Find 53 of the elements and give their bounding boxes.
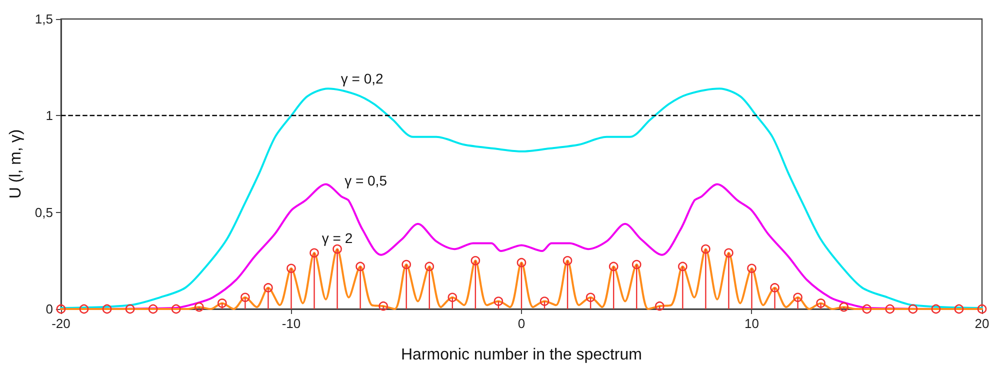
- point: [724, 248, 734, 258]
- point: [701, 244, 710, 254]
- point: [332, 244, 342, 254]
- point: [378, 301, 388, 311]
- point: [540, 296, 550, 306]
- point: [562, 256, 572, 266]
- point: [608, 262, 618, 272]
- point: [655, 301, 664, 311]
- y-tick-label: 0: [46, 302, 53, 316]
- x-axis-title: Harmonic number in the spectrum: [400, 346, 642, 364]
- point: [839, 302, 848, 312]
- series-label: γ = 2: [322, 230, 353, 246]
- point: [770, 283, 780, 292]
- x-tick-label: -20: [52, 316, 70, 331]
- point: [793, 292, 802, 302]
- series-label: γ = 0,5: [344, 172, 388, 188]
- y-tick-label: 1,5: [34, 12, 53, 26]
- point: [148, 304, 158, 314]
- point: [678, 262, 688, 272]
- point: [747, 264, 756, 274]
- series-label: γ = 0,2: [340, 70, 384, 87]
- y-axis-title: U (l, m, γ): [8, 129, 24, 199]
- point: [356, 262, 365, 272]
- point: [240, 292, 250, 302]
- point: [632, 260, 642, 270]
- point: [885, 304, 895, 314]
- point: [586, 292, 596, 302]
- y-tick-label: 1: [46, 108, 53, 124]
- x-tick-label: 10: [744, 316, 759, 331]
- point: [125, 304, 135, 314]
- point: [448, 292, 458, 302]
- point: [470, 256, 480, 266]
- point: [264, 283, 273, 292]
- point: [286, 264, 296, 274]
- point: [862, 304, 872, 314]
- x-tick-label: 0: [518, 316, 526, 331]
- point: [218, 298, 227, 308]
- point: [816, 298, 826, 308]
- point: [171, 304, 181, 314]
- point: [402, 260, 412, 270]
- point: [908, 304, 918, 314]
- point: [424, 262, 434, 272]
- point: [102, 304, 112, 314]
- point: [79, 304, 89, 314]
- point: [954, 304, 964, 314]
- point: [310, 248, 319, 258]
- x-tick-label: 20: [974, 316, 990, 331]
- point: [194, 302, 204, 312]
- point: [516, 258, 526, 268]
- point: [494, 296, 504, 306]
- y-tick-label: 0,5: [34, 204, 53, 220]
- x-tick-label: -10: [282, 316, 301, 331]
- point: [931, 304, 941, 314]
